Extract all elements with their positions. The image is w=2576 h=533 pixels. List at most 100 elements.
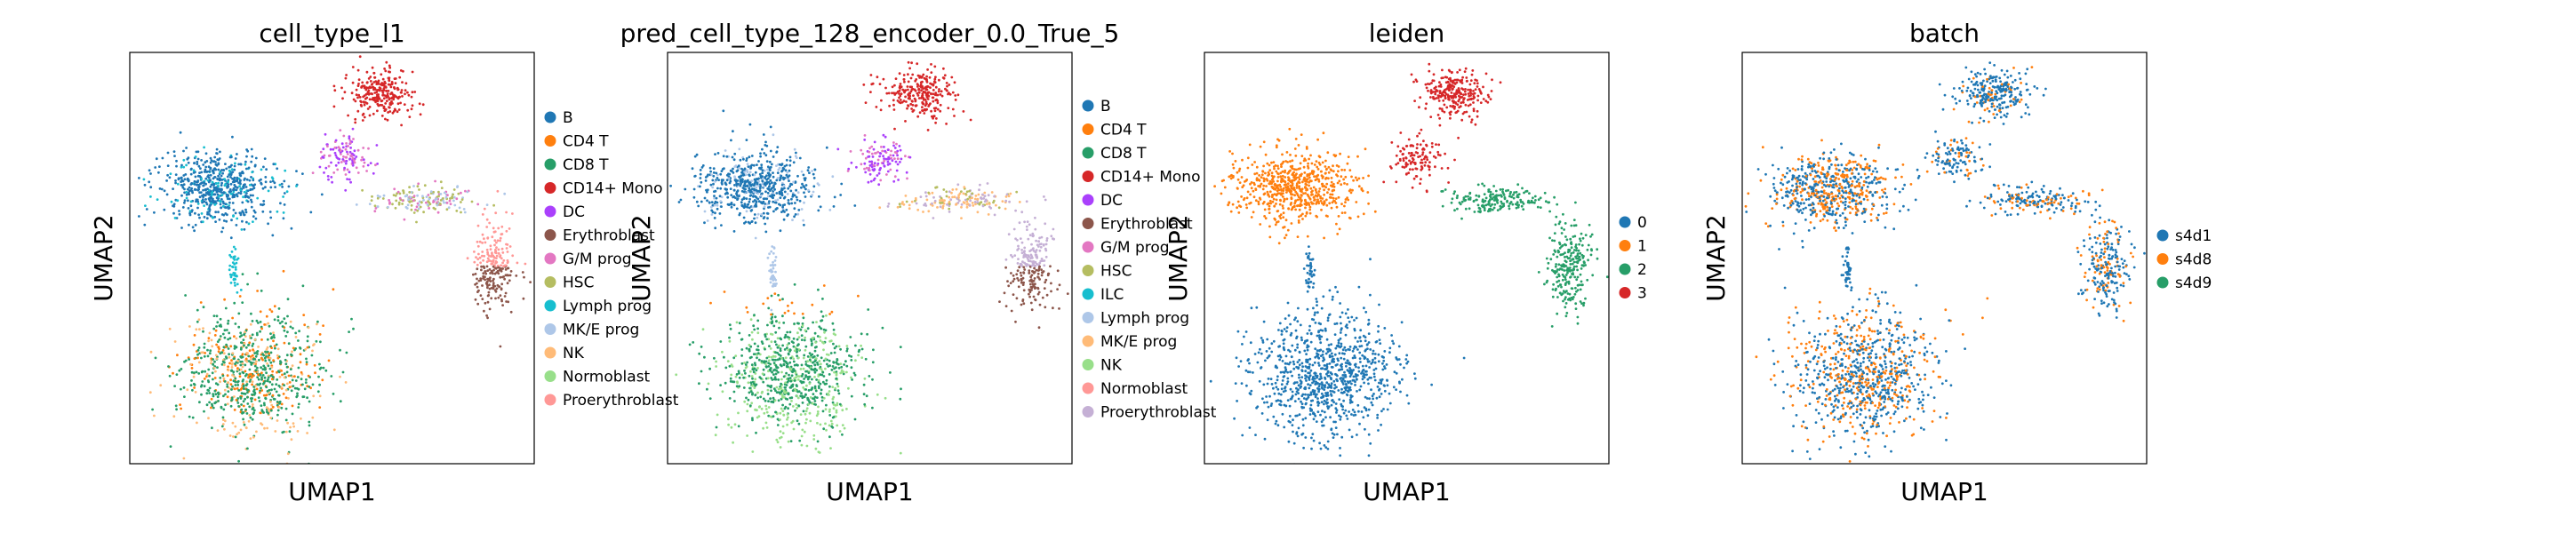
scatter-point [521,271,524,274]
scatter-point [175,159,178,163]
scatter-point [800,434,804,438]
scatter-point [1273,167,1276,171]
scatter-point [258,391,261,394]
scatter-point [814,357,818,360]
scatter-point [1038,249,1042,252]
scatter-point [909,76,913,80]
scatter-point [762,302,765,306]
scatter-point [180,227,183,229]
scatter-point [810,354,812,357]
scatter-point [294,336,298,338]
scatter-point [939,201,941,204]
scatter-point [820,399,824,402]
scatter-point [227,365,229,369]
scatter-point [489,272,492,274]
scatter-point [892,144,895,147]
scatter-point [796,396,800,400]
scatter-point [154,356,157,360]
scatter-point [228,331,231,335]
scatter-point [386,118,389,122]
scatter-point [272,334,276,337]
scatter-point [829,419,833,423]
scatter-point [777,293,780,297]
scatter-point [715,360,717,363]
scatter-point [1029,285,1033,289]
scatter-point [249,361,252,364]
scatter-point [737,182,740,186]
scatter-point [200,356,203,360]
scatter-point [932,217,935,219]
scatter-point [344,173,348,176]
scatter-point [792,357,796,361]
scatter-point [806,355,810,358]
scatter-point [756,216,759,219]
scatter-point [884,135,887,139]
scatter-point [387,111,389,114]
scatter-point [233,335,236,338]
scatter-point [186,157,189,161]
scatter-point [179,131,182,134]
scatter-point [234,268,237,271]
scatter-point [283,203,286,206]
scatter-point [158,187,162,190]
scatter-point [196,183,199,187]
scatter-point [215,314,219,318]
scatter-point [796,347,798,351]
scatter-point [236,179,238,183]
scatter-point [732,158,736,162]
scatter-point [744,179,747,183]
scatter-point [260,203,262,206]
scatter-point [243,423,246,426]
scatter-point [462,208,466,211]
scatter-point [977,193,980,196]
scatter-point [320,193,324,196]
scatter-point [204,198,207,201]
scatter-point [1298,215,1300,219]
scatter-point [965,205,969,209]
scatter-point [1043,264,1046,267]
scatter-point [332,288,335,291]
scatter-point [1012,280,1015,282]
scatter-point [407,93,411,97]
scatter-point [910,88,914,91]
scatter-point [893,157,896,161]
scatter-point [1020,303,1023,306]
scatter-point [373,86,376,90]
scatter-point [716,173,719,177]
scatter-point [269,332,272,335]
scatter-point [241,379,244,383]
scatter-point [202,327,204,330]
scatter-point [1012,293,1015,296]
scatter-point [236,433,238,436]
scatter-point [208,204,212,208]
scatter-point [789,440,793,442]
scatter-point [767,406,771,409]
scatter-point [276,319,280,322]
scatter-point [1050,235,1053,238]
scatter-point [948,203,951,206]
scatter-point [891,91,893,95]
legend-label: CD8 T [563,156,609,174]
scatter-point [792,180,795,184]
scatter-point [271,234,275,237]
scatter-point [191,226,195,229]
scatter-point [1290,193,1292,196]
scatter-point [1021,260,1024,264]
scatter-point [804,195,807,198]
scatter-point [869,74,873,76]
scatter-point [181,206,185,209]
scatter-point [746,205,749,209]
scatter-point [698,352,701,355]
scatter-point [791,193,795,196]
scatter-point [803,430,806,434]
scatter-point [217,185,220,187]
scatter-point [196,188,200,192]
scatter-point [1296,198,1300,202]
scatter-point [196,206,199,210]
scatter-point [210,338,213,342]
scatter-point [921,75,924,78]
scatter-point [761,390,764,394]
scatter-point [493,272,497,275]
scatter-point [733,176,737,179]
scatter-point [1036,272,1040,275]
